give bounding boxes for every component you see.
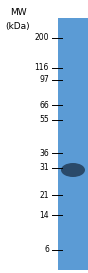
- Text: 21: 21: [40, 191, 49, 200]
- Text: 97: 97: [39, 76, 49, 85]
- Text: 66: 66: [39, 100, 49, 109]
- Text: 14: 14: [39, 210, 49, 219]
- Text: 31: 31: [39, 164, 49, 173]
- Text: 36: 36: [39, 149, 49, 158]
- Text: 200: 200: [34, 34, 49, 43]
- Text: 116: 116: [35, 64, 49, 73]
- Ellipse shape: [61, 163, 85, 177]
- Text: 55: 55: [39, 115, 49, 124]
- Text: MW: MW: [10, 8, 26, 17]
- Bar: [58, 18, 88, 270]
- Text: (kDa): (kDa): [6, 22, 30, 31]
- Text: 6: 6: [44, 245, 49, 254]
